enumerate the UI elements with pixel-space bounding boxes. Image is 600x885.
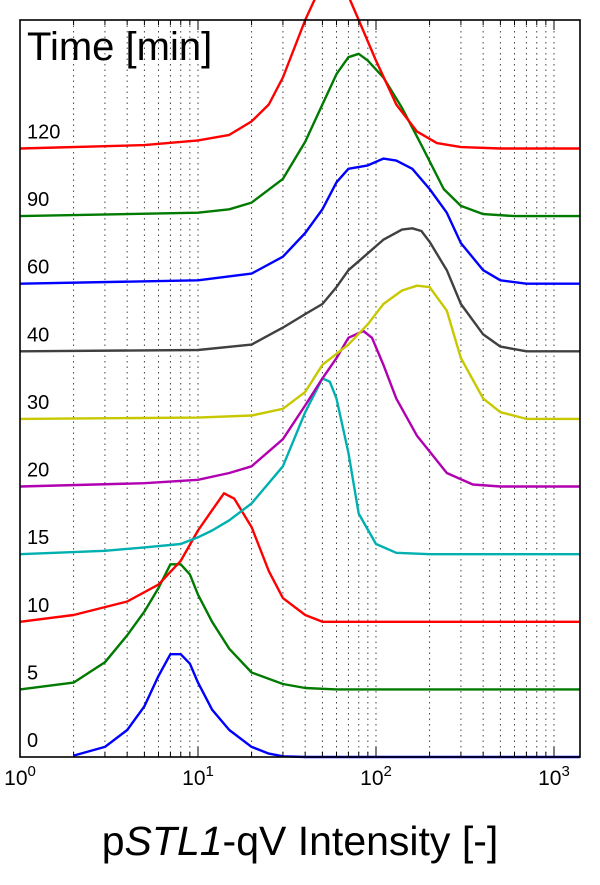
x-tick-exponent: 2 xyxy=(384,763,392,780)
x-axis-label-prefix: p xyxy=(101,818,125,864)
x-tick-label-2: 102 xyxy=(360,763,392,790)
x-tick-label-1: 101 xyxy=(182,763,214,790)
x-tick-base: 10 xyxy=(538,767,561,790)
series-line-15 xyxy=(19,377,580,556)
x-tick-exponent: 3 xyxy=(561,763,569,780)
x-tick-exponent: 0 xyxy=(28,763,36,780)
series-line-40 xyxy=(19,227,580,353)
x-tick-base: 10 xyxy=(182,767,205,790)
series-label-40: 40 xyxy=(27,324,49,346)
series-line-20 xyxy=(19,329,580,488)
series-label-15: 15 xyxy=(27,527,49,549)
series-label-20: 20 xyxy=(27,460,49,482)
series-line-30 xyxy=(19,284,580,421)
x-ticks: 100 101 102 103 xyxy=(4,20,570,790)
series-label-30: 30 xyxy=(27,392,49,414)
series-lines xyxy=(19,0,580,759)
series-line-120 xyxy=(19,0,580,150)
x-axis-label-italic: STL1 xyxy=(124,818,223,864)
series-labels: 0 5 10 15 20 30 40 60 90 120 xyxy=(27,121,60,752)
x-axis-label: pSTL1-qV Intensity [-] xyxy=(0,818,600,865)
series-line-0 xyxy=(73,653,580,759)
x-tick-base: 10 xyxy=(360,767,383,790)
plot-frame xyxy=(19,19,581,758)
x-tick-label-0: 100 xyxy=(4,763,36,790)
grid-lines xyxy=(73,20,555,757)
series-line-60 xyxy=(19,157,580,285)
x-tick-label-3: 103 xyxy=(538,763,570,790)
legend-title: Time [min] xyxy=(27,25,212,69)
series-line-10 xyxy=(19,492,580,623)
series-label-60: 60 xyxy=(27,257,49,279)
series-label-5: 5 xyxy=(27,662,38,684)
x-axis-label-suffix: -qV Intensity [-] xyxy=(222,818,499,864)
series-label-90: 90 xyxy=(27,189,49,211)
series-label-120: 120 xyxy=(27,121,60,143)
series-label-10: 10 xyxy=(27,595,49,617)
series-line-5 xyxy=(19,563,580,691)
series-label-0: 0 xyxy=(27,730,38,752)
x-tick-exponent: 1 xyxy=(206,763,214,780)
x-tick-base: 10 xyxy=(4,767,27,790)
series-line-90 xyxy=(19,52,580,218)
